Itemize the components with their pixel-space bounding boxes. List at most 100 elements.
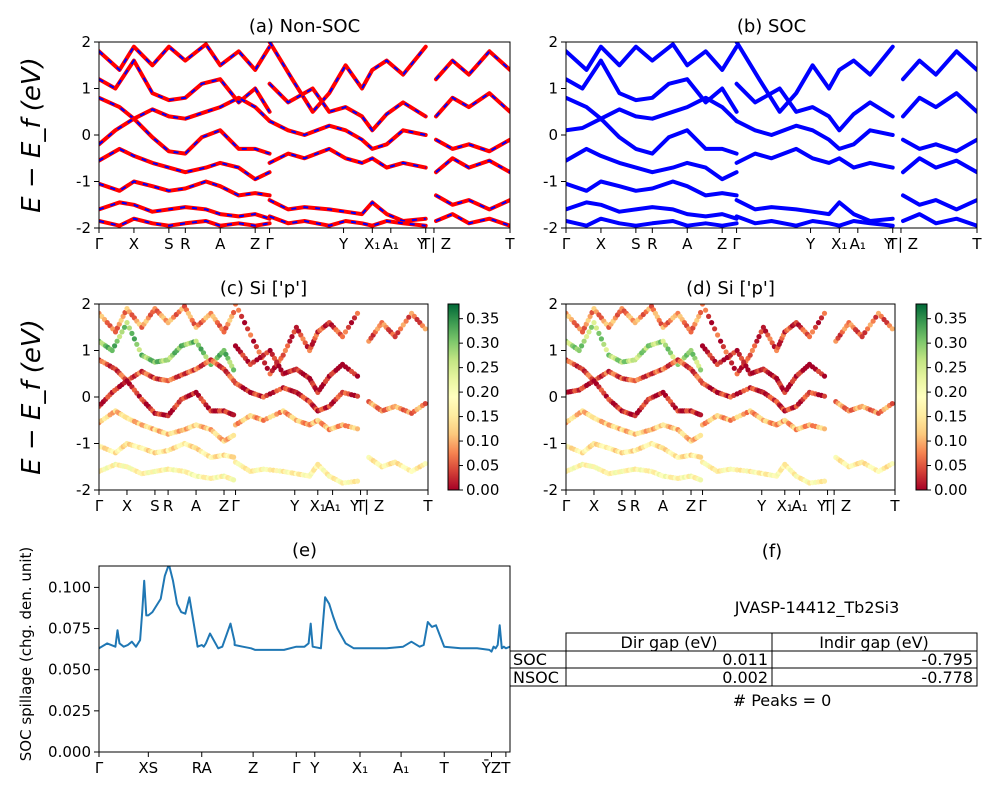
panel-d-projection-point: [706, 313, 712, 319]
panel-b-xtick-label: Γ: [562, 235, 571, 253]
panel-a-band-line-dashed: [435, 194, 510, 211]
panel-e-xtick-label: X₁: [352, 759, 368, 777]
panel-b-xtick-label: A: [682, 235, 693, 253]
panel-e-ylabel: SOC spillage (chg. den. unit): [17, 547, 35, 762]
panel-b-band-line: [734, 146, 895, 170]
panel-c-projection-point: [121, 324, 128, 330]
panel-c-projection-point: [118, 317, 124, 323]
panel-c-xtick-label: Γ: [95, 497, 104, 515]
table-dir-gap-value: 0.002: [722, 668, 768, 687]
panel-a-band-line: [267, 119, 428, 151]
panel-d-ytick-label: -1: [543, 435, 558, 453]
panel-d-projection-point: [696, 313, 702, 319]
panel-d-projection-point: [598, 336, 605, 342]
panel-b-band-line: [566, 179, 739, 198]
panel-b-band-line: [566, 146, 739, 182]
panel-d-projection-point: [752, 343, 758, 349]
panel-d-projection-point: [731, 365, 737, 371]
panel-b-band-line: [566, 216, 739, 228]
panel-e-xtick-label: Z: [248, 759, 258, 777]
panel-d-projection-point: [593, 325, 600, 331]
panel-c-projection-point: [269, 351, 275, 357]
panel-d-ytick-label: 1: [548, 342, 558, 360]
peaks-count: # Peaks = 0: [733, 691, 832, 710]
panel-d-projection-point: [581, 338, 587, 344]
panel-b-ytick-label: -2: [543, 219, 558, 237]
panel-d-projection-point: [712, 326, 718, 332]
panel-d-projection-point: [756, 334, 762, 340]
panel-e-ytick-label: 0.100: [48, 578, 91, 596]
panel-b-band-line: [734, 214, 895, 228]
panel-d-projection-point: [709, 320, 715, 326]
panel-a-band-line-dashed: [269, 199, 426, 223]
panel-c-projection-point: [119, 329, 125, 335]
panel-c-projection-point: [302, 340, 308, 346]
panel-c-projection-point: [229, 363, 235, 369]
panel-c-projection-point: [348, 320, 355, 326]
panel-b-xtick-label: Γ: [732, 235, 741, 253]
panel-a-ytick-label: 1: [81, 80, 91, 98]
panel-d-projection-point: [698, 309, 704, 316]
panel-c-projection-point: [422, 461, 428, 467]
panel-a-band-line-dashed: [269, 215, 426, 227]
panel-e-ytick-label: 0.000: [48, 743, 91, 761]
panel-b-xtick-label: T: [887, 235, 898, 253]
panel-d-projection-point: [699, 304, 706, 307]
panel-c-projection-point: [296, 328, 302, 334]
panel-b-ytick-label: -1: [543, 173, 558, 191]
panel-d-projection-point: [698, 477, 704, 483]
panel-e-xtick-label: A₁: [393, 759, 409, 777]
panel-a-xtick-label: T: [504, 235, 515, 253]
panel-c-xtick-label: A: [191, 497, 202, 515]
panel-c-projection-point: [422, 401, 428, 407]
panel-a-xtick-label: X₁: [364, 235, 380, 253]
panel-c-projection-point: [134, 341, 140, 347]
panel-a-xtick-label: Y | Z: [416, 235, 451, 253]
panel-c-projection-point: [422, 326, 428, 332]
panel-d-projection-point: [688, 347, 694, 354]
panel-c-projection-point: [264, 365, 270, 371]
panel-c-projection-point: [117, 334, 123, 340]
panel-c-projection-point: [280, 352, 286, 358]
panel-d-projection-point: [815, 320, 822, 326]
panel-a-xtick-label: X: [129, 235, 139, 253]
panel-d-projection-point: [690, 325, 696, 331]
panel-e-xtick-label: T: [500, 759, 511, 777]
panel-c-projection-point: [136, 347, 142, 353]
panel-c-projection-point: [229, 313, 235, 319]
panel-c-projection-point: [262, 360, 268, 366]
panel-c-projection-point: [282, 347, 288, 354]
panel-a-plot-area: [99, 42, 510, 228]
panel-c-projection-point: [271, 355, 278, 361]
panel-d-projection-point: [747, 352, 753, 358]
panel-c-projection-point: [193, 338, 199, 344]
panel-e-spillage-line: [99, 566, 510, 653]
panel-d-projection-point: [588, 324, 595, 330]
panel-d-projection-point: [729, 360, 735, 366]
panel-d-colorbar-label: 0.10: [934, 432, 967, 450]
panel-d-projection-point: [862, 330, 868, 336]
panel-d-projection-point: [818, 315, 825, 321]
panel-d-projection-point: [738, 355, 745, 361]
panel-c-projection-point: [276, 363, 282, 369]
panel-a-band-line: [99, 179, 272, 198]
panel-b-band-line: [901, 212, 977, 228]
panel-c-projection-point: [245, 326, 251, 332]
panel-c-projection-point: [227, 317, 233, 323]
panel-c-xtick-label: X₁: [310, 497, 326, 515]
panel-c-projection-point: [198, 346, 204, 352]
panel-c-projection-point: [221, 329, 227, 335]
panel-a-band-line: [99, 200, 272, 221]
table-row-label: SOC: [513, 650, 547, 669]
panel-d-projection-point: [758, 329, 764, 335]
panel-c-projection-point: [351, 315, 358, 321]
panel-c-projection-point: [256, 349, 262, 355]
panel-b-xtick-label: S: [631, 235, 641, 253]
panel-c-projection-point: [354, 478, 361, 484]
panel-d-projection-point: [870, 318, 876, 324]
panel-a-ytick-label: 0: [81, 126, 91, 144]
panel-b-title: (b) SOC: [737, 16, 806, 37]
panel-b-xtick-label: Y | Z: [883, 235, 918, 253]
panel-c-projection-point: [354, 310, 361, 316]
panel-d-xtick-label: X₁: [777, 497, 793, 515]
